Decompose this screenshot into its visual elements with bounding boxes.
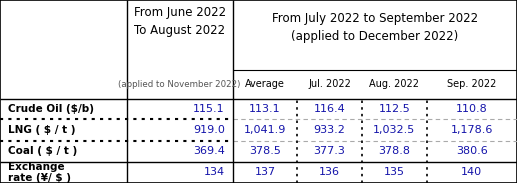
Text: 919.0: 919.0 xyxy=(193,125,225,135)
Text: 933.2: 933.2 xyxy=(314,125,345,135)
Text: 110.8: 110.8 xyxy=(456,104,488,114)
Text: 1,032.5: 1,032.5 xyxy=(373,125,415,135)
Text: 380.6: 380.6 xyxy=(456,146,488,156)
Text: From July 2022 to September 2022
(applied to December 2022): From July 2022 to September 2022 (applie… xyxy=(272,12,478,43)
Text: 377.3: 377.3 xyxy=(314,146,345,156)
Text: 378.5: 378.5 xyxy=(249,146,281,156)
Text: 135: 135 xyxy=(384,167,405,178)
Text: 140: 140 xyxy=(461,167,482,178)
Text: 113.1: 113.1 xyxy=(249,104,281,114)
Text: LNG ( $ / t ): LNG ( $ / t ) xyxy=(8,125,75,135)
Text: From June 2022
To August 2022: From June 2022 To August 2022 xyxy=(133,5,226,37)
Text: 115.1: 115.1 xyxy=(193,104,225,114)
Text: 1,178.6: 1,178.6 xyxy=(451,125,493,135)
Text: 116.4: 116.4 xyxy=(314,104,345,114)
Text: Coal ( $ / t ): Coal ( $ / t ) xyxy=(8,146,77,156)
Text: 369.4: 369.4 xyxy=(193,146,225,156)
Text: 137: 137 xyxy=(254,167,276,178)
Text: (applied to November 2022): (applied to November 2022) xyxy=(118,80,241,89)
Text: 134: 134 xyxy=(204,167,225,178)
Text: 136: 136 xyxy=(319,167,340,178)
Text: Crude Oil ($/b): Crude Oil ($/b) xyxy=(8,104,94,114)
Text: Average: Average xyxy=(245,79,285,89)
Text: 378.8: 378.8 xyxy=(378,146,410,156)
Text: Aug. 2022: Aug. 2022 xyxy=(369,79,419,89)
Text: Exchange
rate (¥/ $ ): Exchange rate (¥/ $ ) xyxy=(8,162,71,183)
Text: 1,041.9: 1,041.9 xyxy=(244,125,286,135)
Text: 112.5: 112.5 xyxy=(378,104,410,114)
Text: Sep. 2022: Sep. 2022 xyxy=(447,79,496,89)
Text: Jul. 2022: Jul. 2022 xyxy=(308,79,351,89)
